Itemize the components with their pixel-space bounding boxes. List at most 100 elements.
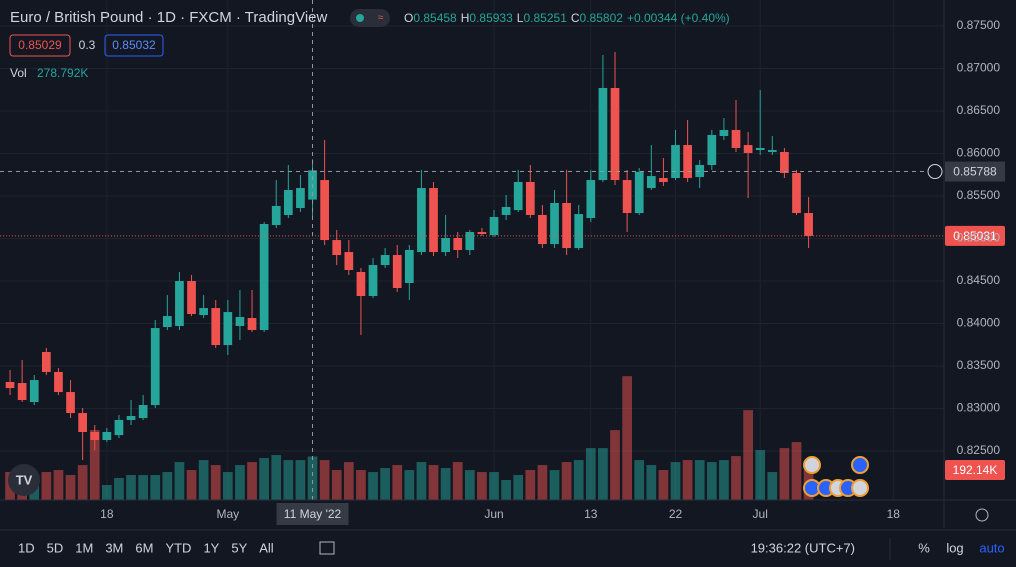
volume-bar: [150, 475, 161, 500]
candle-body: [622, 180, 632, 214]
candle-body: [223, 312, 233, 346]
volume-bar: [392, 465, 403, 500]
candle-body: [489, 217, 499, 236]
volume-name: Vol: [10, 66, 27, 80]
x-tick-label: May: [216, 507, 239, 521]
x-tick-label: 18: [100, 507, 114, 521]
ohlc-part: C: [571, 11, 580, 25]
candle-body: [586, 180, 596, 219]
clock: 19:36:22 (UTC+7): [751, 540, 855, 555]
range-button[interactable]: 3M: [105, 540, 123, 555]
candle-body: [465, 231, 475, 250]
volume-bar: [549, 470, 560, 500]
candle-body: [501, 206, 511, 215]
ask-box[interactable]: [104, 34, 164, 57]
volume-bar: [501, 480, 511, 500]
range-button[interactable]: 1D: [18, 540, 35, 555]
crosshair-x-box: [276, 503, 349, 525]
range-button[interactable]: 5D: [47, 540, 64, 555]
volume-bar: [489, 472, 499, 500]
candle-body: [102, 431, 112, 440]
volume-bar: [646, 465, 657, 500]
candle-body: [211, 308, 221, 346]
date-range-icon[interactable]: [319, 541, 335, 555]
candle-body: [646, 176, 656, 189]
log-toggle[interactable]: log: [946, 540, 963, 555]
y-tick-label: 0.87000: [957, 61, 1001, 75]
candle-body: [29, 380, 39, 402]
y-tick-label: 0.87500: [957, 18, 1001, 32]
candle-body: [175, 281, 184, 326]
range-button[interactable]: All: [259, 540, 274, 555]
logo[interactable]: [8, 464, 40, 496]
volume-last-label: 192.14K: [953, 463, 998, 477]
range-button[interactable]: 1Y: [203, 540, 219, 555]
toolbar: 1D 5D 1M 3M 6M YTD 1Y 5Y All: [18, 540, 274, 555]
candle-body: [271, 205, 281, 226]
candle-body: [404, 250, 414, 283]
settings-icon[interactable]: [975, 508, 989, 522]
toggle[interactable]: [350, 9, 390, 27]
candle-body: [259, 223, 269, 330]
candle-body: [538, 214, 547, 245]
event-icon[interactable]: [851, 479, 869, 497]
ohlc-part: L: [517, 11, 524, 25]
event-icon[interactable]: [851, 456, 869, 474]
y-tick-label: 0.86000: [957, 146, 1001, 160]
volume-bar: [719, 460, 729, 500]
volume-bar: [573, 460, 584, 500]
candle-body: [453, 238, 463, 250]
add-alert-button[interactable]: [927, 164, 943, 180]
volume-last-box: [945, 460, 1005, 481]
volume-bar: [101, 485, 112, 500]
volume-bar: [428, 465, 439, 500]
last-price-label: 0.85031: [953, 229, 997, 243]
ohlc-part: +0.00344 (+0.40%): [627, 11, 730, 25]
range-button[interactable]: YTD: [165, 540, 191, 555]
y-tick-label: 0.84000: [957, 316, 1001, 330]
crosshair-y-box: [945, 161, 1005, 182]
bid-box[interactable]: [9, 34, 71, 57]
volume-bar: [513, 475, 524, 500]
candle-body: [659, 178, 668, 182]
candles: [5, 52, 813, 461]
volume-bar: [610, 430, 620, 500]
candle-body: [441, 238, 450, 253]
volume-bar: [114, 478, 124, 500]
bid: 0.85029: [18, 38, 62, 52]
ohlc-legend: O0.85458 H0.85933 L0.85251 C0.85802 +0.00344…: [404, 11, 730, 25]
range-button[interactable]: 5Y: [231, 540, 247, 555]
volume-bar: [210, 465, 221, 500]
volume-bar: [162, 472, 173, 500]
y-tick-label: 0.85000: [957, 231, 1001, 245]
volume-bar: [598, 448, 608, 500]
candle-body: [707, 134, 717, 165]
x-tick-label: Jul: [753, 507, 768, 521]
volume-bar: [694, 460, 705, 500]
percent-toggle[interactable]: %: [918, 540, 930, 555]
x-tick-label: 22: [669, 507, 683, 521]
volume-bar: [41, 472, 52, 500]
volume-bar: [416, 462, 427, 500]
volume-bar: [658, 470, 669, 500]
event-icon[interactable]: [803, 456, 821, 474]
auto-toggle[interactable]: auto: [979, 540, 1004, 555]
volume-bar: [53, 470, 64, 500]
candle-body: [320, 180, 329, 241]
ohlc-part: 0.85458: [413, 11, 457, 25]
candle-body: [41, 352, 51, 372]
volume-bar: [585, 448, 596, 500]
y-tick-label: 0.82500: [957, 443, 1001, 457]
volume-bar: [380, 468, 390, 500]
range-button[interactable]: 6M: [135, 540, 153, 555]
last-price-box: [945, 225, 1005, 246]
y-tick-label: 0.85500: [957, 188, 1001, 202]
range-button[interactable]: 1M: [75, 540, 93, 555]
volume-bar: [247, 462, 257, 500]
candle-body: [54, 371, 63, 393]
candle-body: [695, 164, 705, 177]
volume-bar: [634, 460, 645, 500]
candle-body: [574, 214, 584, 249]
